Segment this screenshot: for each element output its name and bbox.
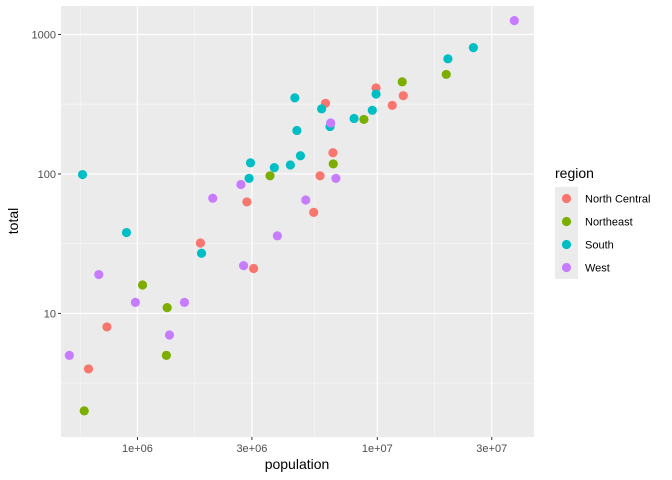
point-south xyxy=(443,54,453,64)
point-south xyxy=(77,169,88,180)
legend-label-north-central: North Central xyxy=(585,194,650,206)
point-west xyxy=(208,193,218,203)
point-south xyxy=(317,104,327,114)
point-north-central xyxy=(249,263,259,274)
point-west xyxy=(326,118,336,128)
point-west xyxy=(130,297,140,307)
point-south xyxy=(121,227,132,238)
point-south xyxy=(285,160,295,170)
point-northeast xyxy=(265,171,275,181)
point-northeast xyxy=(137,280,148,290)
point-north-central xyxy=(309,207,319,218)
data-points xyxy=(64,16,519,416)
point-northeast xyxy=(79,406,89,416)
point-north-central xyxy=(328,148,338,158)
point-south xyxy=(244,173,254,183)
point-west xyxy=(64,350,74,361)
y-axis-title: total xyxy=(5,208,21,234)
point-south xyxy=(245,158,256,168)
legend-label-south: South xyxy=(585,240,614,252)
point-west xyxy=(509,16,519,26)
legend-marker-northeast xyxy=(561,216,572,227)
point-northeast xyxy=(441,69,451,80)
x-axis: 1e+06 3e+06 1e+07 3e+07 xyxy=(122,437,507,455)
point-west xyxy=(331,173,341,183)
point-south xyxy=(196,248,207,258)
panel-background xyxy=(61,6,534,437)
point-northeast xyxy=(161,350,171,361)
y-tick-label: 100 xyxy=(38,169,56,181)
legend-marker-north-central xyxy=(561,193,572,204)
point-south xyxy=(269,163,279,173)
point-south xyxy=(290,93,300,103)
point-south xyxy=(371,89,381,99)
legend-label-west: West xyxy=(585,263,610,275)
point-north-central xyxy=(387,100,397,111)
legend-title: region xyxy=(555,165,594,181)
point-west xyxy=(238,261,249,271)
x-tick-label: 3e+07 xyxy=(476,443,507,455)
grid-major xyxy=(61,6,534,437)
legend: region North Central Northeast South West xyxy=(555,165,650,279)
x-tick-label: 1e+07 xyxy=(362,443,393,455)
point-south xyxy=(367,105,377,115)
legend-marker-south xyxy=(561,239,572,250)
point-north-central xyxy=(398,91,408,101)
point-north-central xyxy=(83,364,94,374)
x-axis-title: population xyxy=(265,456,330,472)
point-north-central xyxy=(242,197,252,207)
point-south xyxy=(468,43,478,53)
point-north-central xyxy=(315,171,325,181)
point-north-central xyxy=(195,238,206,248)
point-west xyxy=(164,330,175,340)
grid-minor xyxy=(61,6,534,437)
x-tick-label: 1e+06 xyxy=(122,443,153,455)
point-northeast xyxy=(359,114,369,125)
y-tick-label: 10 xyxy=(44,308,56,320)
point-south xyxy=(292,125,302,136)
point-northeast xyxy=(328,159,338,169)
point-west xyxy=(236,179,246,190)
legend-marker-west xyxy=(561,262,572,273)
point-northeast xyxy=(162,303,172,313)
point-north-central xyxy=(102,322,112,332)
point-south xyxy=(295,151,306,161)
x-tick-label: 3e+06 xyxy=(236,443,267,455)
y-tick-label: 1000 xyxy=(32,29,56,41)
y-axis: 10 100 1000 xyxy=(32,29,61,320)
point-west xyxy=(179,297,190,307)
point-west xyxy=(94,269,104,280)
point-west xyxy=(301,195,311,205)
point-west xyxy=(272,231,282,241)
point-northeast xyxy=(397,77,407,87)
point-south xyxy=(349,113,359,124)
legend-label-northeast: Northeast xyxy=(585,217,633,229)
